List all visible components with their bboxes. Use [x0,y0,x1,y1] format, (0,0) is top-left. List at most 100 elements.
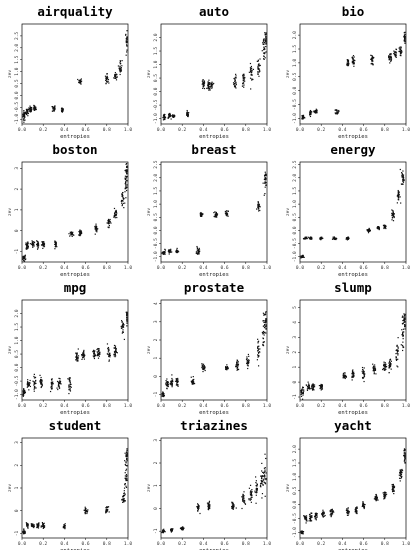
data-point [41,380,43,382]
data-point [115,77,117,79]
data-point [226,369,228,371]
data-point [26,524,28,526]
data-point [92,355,94,357]
data-point [235,77,237,79]
y-tick-label: 2 [292,351,298,354]
data-point [393,487,395,489]
data-point [262,484,264,486]
data-point [84,513,86,515]
data-point [375,496,378,498]
y-tick-label: 1.5 [153,187,159,195]
data-point [235,366,238,368]
data-point [120,70,122,72]
data-point [251,74,253,76]
data-point [382,492,384,494]
data-point [33,108,35,111]
data-point [30,111,32,113]
data-point [301,389,303,391]
data-point [308,385,310,387]
data-point [396,202,398,204]
data-point [23,257,25,260]
data-point [242,75,244,77]
data-point [99,352,101,354]
data-point [347,511,349,513]
data-point [301,117,304,119]
data-point [121,499,123,501]
data-point [264,176,266,179]
data-point [263,471,266,473]
data-point [403,452,405,454]
data-point [77,348,79,350]
data-point [404,462,406,464]
data-point [24,391,27,393]
data-point [312,383,314,385]
data-point [257,59,260,61]
data-point [261,480,263,482]
data-point [342,375,344,377]
data-point [264,182,267,184]
data-point [208,503,210,505]
data-point [236,369,238,371]
data-point [384,491,386,494]
y-tick-label: 0.0 [153,87,159,95]
data-point [260,479,262,482]
data-point [114,346,116,349]
data-point [53,109,56,111]
data-point [54,105,56,107]
data-point [384,368,386,370]
data-point [200,211,202,214]
data-point [366,230,369,232]
data-point [389,359,392,361]
data-point [251,79,253,81]
data-point [261,476,263,478]
data-point [53,110,55,112]
data-point [119,69,121,71]
data-point [400,344,402,346]
data-point [256,359,258,361]
data-point [400,475,402,477]
data-point [68,233,70,235]
data-point [215,211,217,214]
data-point [355,510,357,512]
data-point [403,460,405,462]
data-point [363,367,365,369]
data-point [121,193,123,195]
data-point [171,380,173,382]
data-point [69,381,71,383]
data-point [375,495,378,497]
data-point [250,88,252,90]
y-tick-label: 1.5 [14,55,20,63]
data-point [361,504,364,506]
data-point [303,389,305,391]
data-point [202,82,204,84]
data-point [124,475,126,477]
data-point [167,116,169,118]
data-point [23,112,25,114]
x-axis-label: entropies [338,548,368,550]
data-point [120,325,122,328]
data-point [122,191,124,194]
data-point [126,51,128,53]
data-point [94,350,96,352]
data-point [123,207,125,209]
data-point [353,62,355,64]
data-point [26,110,28,113]
data-point [200,215,202,217]
data-point [262,338,265,340]
data-point [265,37,267,39]
y-tick-label: 3 [14,167,20,170]
data-point [393,52,395,55]
data-point [361,376,364,379]
data-point [352,62,355,64]
data-point [23,389,25,391]
data-point [122,496,124,498]
data-point [311,386,313,388]
x-tick-label: 0.0 [157,403,165,409]
data-point [186,109,188,112]
y-tick-label: -1.0 [292,113,298,124]
data-point [55,243,57,245]
data-point [51,382,53,384]
data-point [403,32,405,34]
data-point [352,369,354,371]
y-tick-label: 1.5 [153,47,159,55]
